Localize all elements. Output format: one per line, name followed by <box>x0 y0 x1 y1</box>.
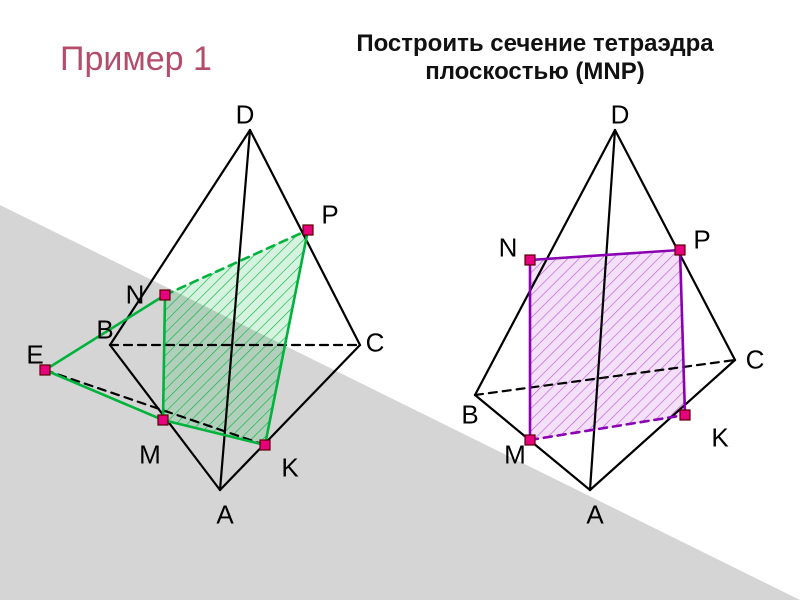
vertex-label-B: B <box>96 315 113 346</box>
figure-svg <box>0 0 800 600</box>
heading-task: Построить сечение тетраэдра плоскостью (… <box>300 30 770 86</box>
vertex-label-D: D <box>611 100 630 131</box>
vertex-label-N: N <box>126 280 145 311</box>
vertex-label-C: C <box>366 328 385 359</box>
vertex-label-K: K <box>711 423 728 454</box>
vertex-label-D: D <box>236 100 255 131</box>
vertex-label-K: K <box>281 453 298 484</box>
tetra-left <box>40 130 360 490</box>
vertex-label-C: C <box>746 345 765 376</box>
vertex-label-P: P <box>693 225 710 256</box>
vertex-label-M: M <box>139 440 161 471</box>
vertex-label-A: A <box>216 500 233 531</box>
heading-example: Пример 1 <box>60 40 212 79</box>
vertex-label-M: M <box>504 440 526 471</box>
vertex-label-E: E <box>26 340 43 371</box>
vertex-label-B: B <box>461 400 478 431</box>
stage: Пример 1 Построить сечение тетраэдра пло… <box>0 0 800 600</box>
task-line-2: плоскостью (MNP) <box>425 58 645 85</box>
vertex-label-A: A <box>586 500 603 531</box>
vertex-label-N: N <box>499 233 518 264</box>
vertex-label-P: P <box>321 200 338 231</box>
tetra-right <box>475 130 735 490</box>
task-line-1: Построить сечение тетраэдра <box>356 30 713 57</box>
